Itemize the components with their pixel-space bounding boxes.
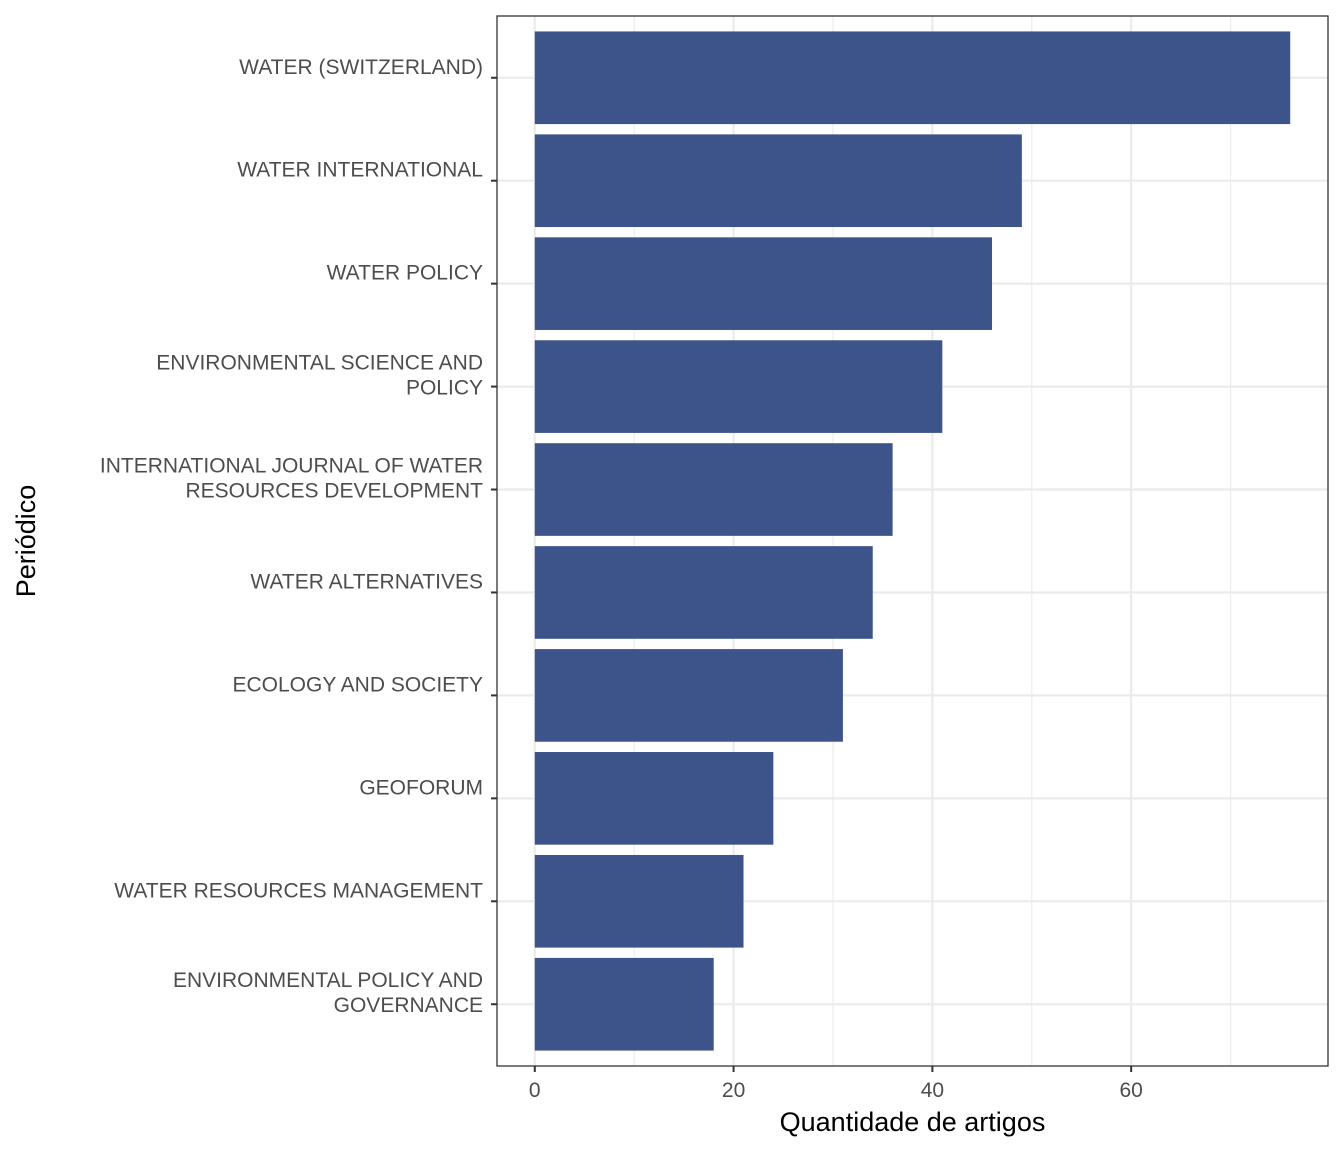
y-tick-label-line: GEOFORUM (359, 776, 483, 799)
y-tick-label-line: GOVERNANCE (334, 994, 483, 1017)
y-tick-label: WATER POLICY (327, 262, 483, 285)
y-tick-label: ECOLOGY AND SOCIETY (232, 673, 483, 696)
y-tick-label-line: RESOURCES DEVELOPMENT (185, 480, 483, 503)
bar (534, 340, 943, 433)
y-tick-label: WATER INTERNATIONAL (237, 159, 483, 182)
y-tick-label: WATER ALTERNATIVES (250, 570, 483, 593)
bar (534, 546, 873, 639)
bar (534, 443, 893, 536)
bar (534, 237, 993, 330)
y-tick-label-line: ENVIRONMENTAL POLICY AND (173, 969, 483, 992)
y-tick-label-line: WATER ALTERNATIVES (250, 570, 483, 593)
y-tick-label: INTERNATIONAL JOURNAL OF WATER RESOURCES … (100, 455, 483, 503)
y-tick-label: GEOFORUM (359, 776, 483, 799)
y-tick-label-line: INTERNATIONAL JOURNAL OF WATER (100, 455, 483, 478)
y-tick-label-line: WATER (SWITZERLAND) (239, 56, 483, 79)
y-tick-label: ENVIRONMENTAL SCIENCE AND POLICY (156, 352, 483, 400)
bar (534, 31, 1291, 125)
x-tick-label: 20 (722, 1079, 745, 1102)
bars (534, 31, 1291, 1051)
y-tick-label-line: ENVIRONMENTAL SCIENCE AND (156, 352, 483, 375)
x-tick-label: 60 (1120, 1079, 1143, 1102)
bar (534, 649, 843, 742)
y-tick-label-line: WATER RESOURCES MANAGEMENT (114, 879, 483, 902)
x-tick-label: 40 (921, 1079, 944, 1102)
y-tick-label-line: POLICY (406, 377, 483, 400)
bar (534, 957, 714, 1051)
y-tick-label-line: ECOLOGY AND SOCIETY (232, 673, 483, 696)
y-tick-label-line: WATER POLICY (327, 262, 483, 285)
x-axis-title: Quantidade de artigos (780, 1107, 1046, 1137)
y-tick-label-line: WATER INTERNATIONAL (237, 159, 483, 182)
y-tick-label: ENVIRONMENTAL POLICY AND GOVERNANCE (173, 969, 483, 1017)
bar (534, 134, 1022, 228)
panel-border (496, 15, 1329, 1067)
axes: 0 20 40 60 WATER (SWITZERLAND) WATER INTERNAT… (100, 56, 1143, 1102)
y-tick-label: WATER (SWITZERLAND) (239, 56, 483, 79)
y-tick-label: WATER RESOURCES MANAGEMENT (114, 879, 483, 902)
y-axis-title: Periódico (11, 485, 41, 598)
x-tick-label: 0 (529, 1079, 541, 1102)
bar (534, 752, 774, 845)
bar (534, 854, 744, 948)
